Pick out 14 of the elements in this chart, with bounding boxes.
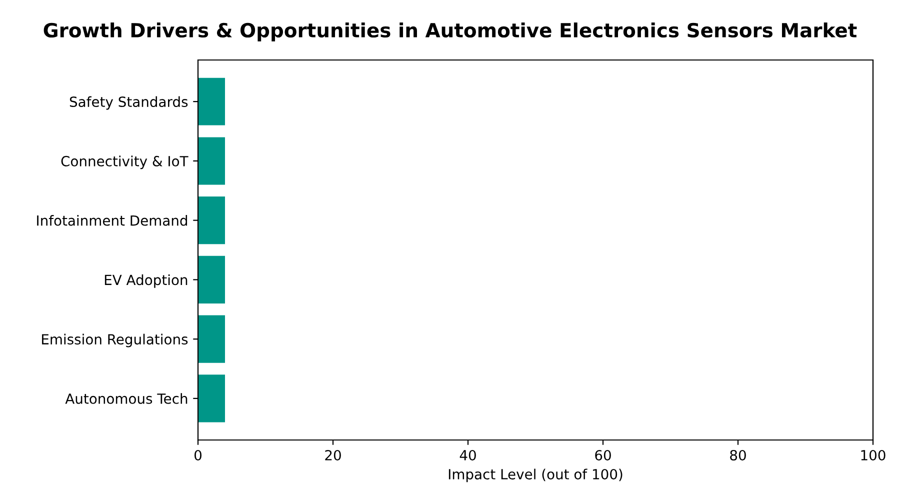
x-tick-label: 20: [325, 450, 341, 460]
x-tick-label: 100: [861, 450, 886, 460]
y-tick-label: Safety Standards: [70, 96, 188, 110]
y-tick-label: EV Adoption: [104, 274, 188, 288]
x-axis-title: Impact Level (out of 100): [448, 468, 622, 482]
y-tick-label: Autonomous Tech: [65, 393, 188, 404]
x-tick-label: 0: [194, 450, 202, 460]
x-tick-label: 40: [460, 450, 476, 460]
y-tick-label: Connectivity & IoT: [61, 156, 188, 170]
y-tick-label: Emission Regulations: [42, 334, 188, 348]
x-tick-label: 80: [730, 450, 746, 460]
y-tick-label: Infotainment Demand: [37, 215, 188, 226]
chart-title: Growth Drivers & Opportunities in Automotive Electronics Sensors Market: [44, 22, 857, 42]
x-tick-label: 60: [595, 450, 611, 460]
